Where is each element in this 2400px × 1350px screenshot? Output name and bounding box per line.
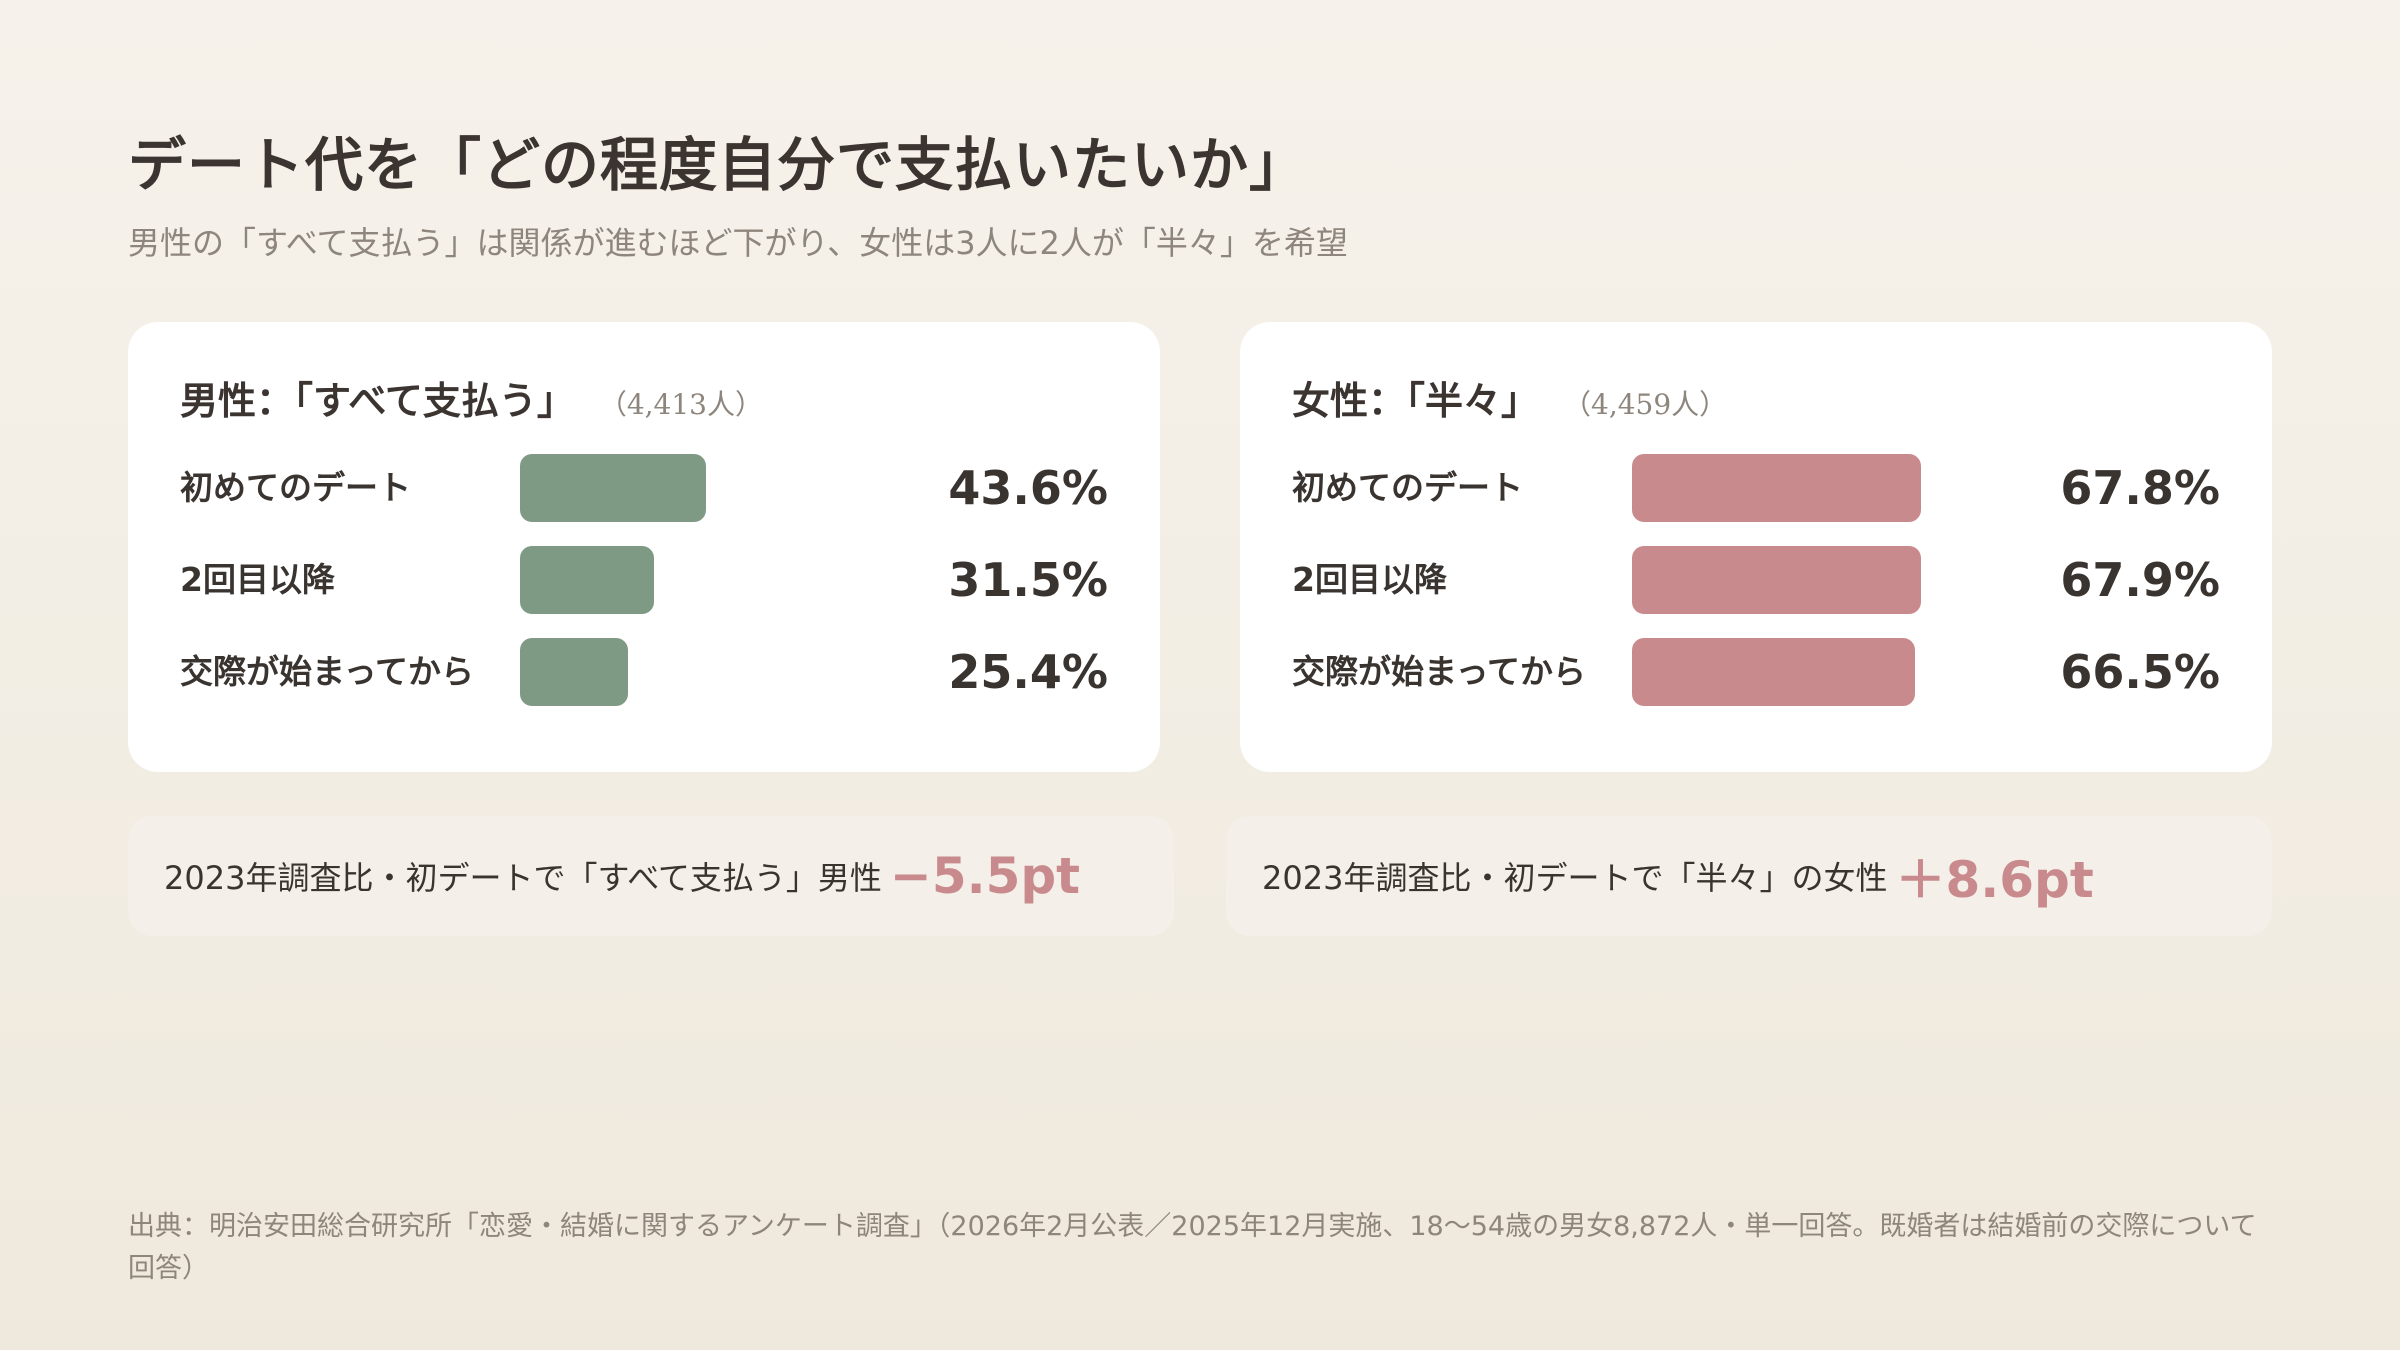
female-chart-title: 女性：「半々」 xyxy=(1292,378,1540,423)
bar-category-label: 2回目以降 xyxy=(1292,560,1447,599)
male-chart-card: 男性：「すべて支払う」 （4,413人） 初めてのデート 43.6% 2回目以降… xyxy=(128,322,1160,772)
page-subtitle: 男性の「すべて支払う」は関係が進むほど下がり、女性は3人に2人が「半々」を希望 xyxy=(128,224,1348,262)
male-change-note: 2023年調査比・初デートで「すべて支払う」男性 −5.5pt xyxy=(128,816,1174,936)
female-change-delta: ＋8.6pt xyxy=(1895,851,2094,909)
male-row-second-date: 2回目以降 31.5% xyxy=(180,546,1108,614)
female-bar-relationship xyxy=(1632,638,1916,706)
female-chart-card: 女性：「半々」 （4,459人） 初めてのデート 67.8% 2回目以降 67.… xyxy=(1240,322,2272,772)
male-change-delta: −5.5pt xyxy=(889,847,1081,905)
bar-category-label: 初めてのデート xyxy=(180,468,411,507)
female-bar-second-date xyxy=(1632,546,1922,614)
male-row-first-date: 初めてのデート 43.6% xyxy=(180,454,1108,522)
male-bar-second-date xyxy=(520,546,655,614)
female-row-second-date: 2回目以降 67.9% xyxy=(1292,546,2220,614)
male-change-text: 2023年調査比・初デートで「すべて支払う」男性 xyxy=(164,859,882,897)
female-row-relationship: 交際が始まってから 66.5% xyxy=(1292,638,2220,706)
male-chart-title: 男性：「すべて支払う」 xyxy=(180,378,575,423)
bar-value-label: 43.6% xyxy=(948,461,1108,515)
male-bar-first-date xyxy=(520,454,706,522)
female-sample-size: （4,459人） xyxy=(1563,388,1728,421)
bar-category-label: 初めてのデート xyxy=(1292,468,1523,507)
bar-value-label: 67.9% xyxy=(2060,553,2220,607)
female-row-first-date: 初めてのデート 67.8% xyxy=(1292,454,2220,522)
male-bar-relationship xyxy=(520,638,629,706)
female-chart-header: 女性：「半々」 （4,459人） xyxy=(1292,370,1727,425)
female-change-text: 2023年調査比・初デートで「半々」の女性 xyxy=(1262,859,1888,897)
male-chart-header: 男性：「すべて支払う」 （4,413人） xyxy=(180,370,763,425)
male-sample-size: （4,413人） xyxy=(598,388,763,421)
bar-value-label: 67.8% xyxy=(2060,461,2220,515)
bar-category-label: 2回目以降 xyxy=(180,560,335,599)
bar-category-label: 交際が始まってから xyxy=(180,652,475,691)
page-title: デート代を「どの程度自分で支払いたいか」 xyxy=(128,131,1309,199)
bar-category-label: 交際が始まってから xyxy=(1292,652,1587,691)
source-note: 出典：明治安田総合研究所「恋愛・結婚に関するアンケート調査」（2026年2月公表… xyxy=(128,1211,2257,1284)
female-change-note: 2023年調査比・初デートで「半々」の女性 ＋8.6pt xyxy=(1226,816,2272,936)
bar-value-label: 66.5% xyxy=(2060,645,2220,699)
female-bar-first-date xyxy=(1632,454,1921,522)
bar-value-label: 31.5% xyxy=(948,553,1108,607)
male-row-relationship: 交際が始まってから 25.4% xyxy=(180,638,1108,706)
bar-value-label: 25.4% xyxy=(948,645,1108,699)
